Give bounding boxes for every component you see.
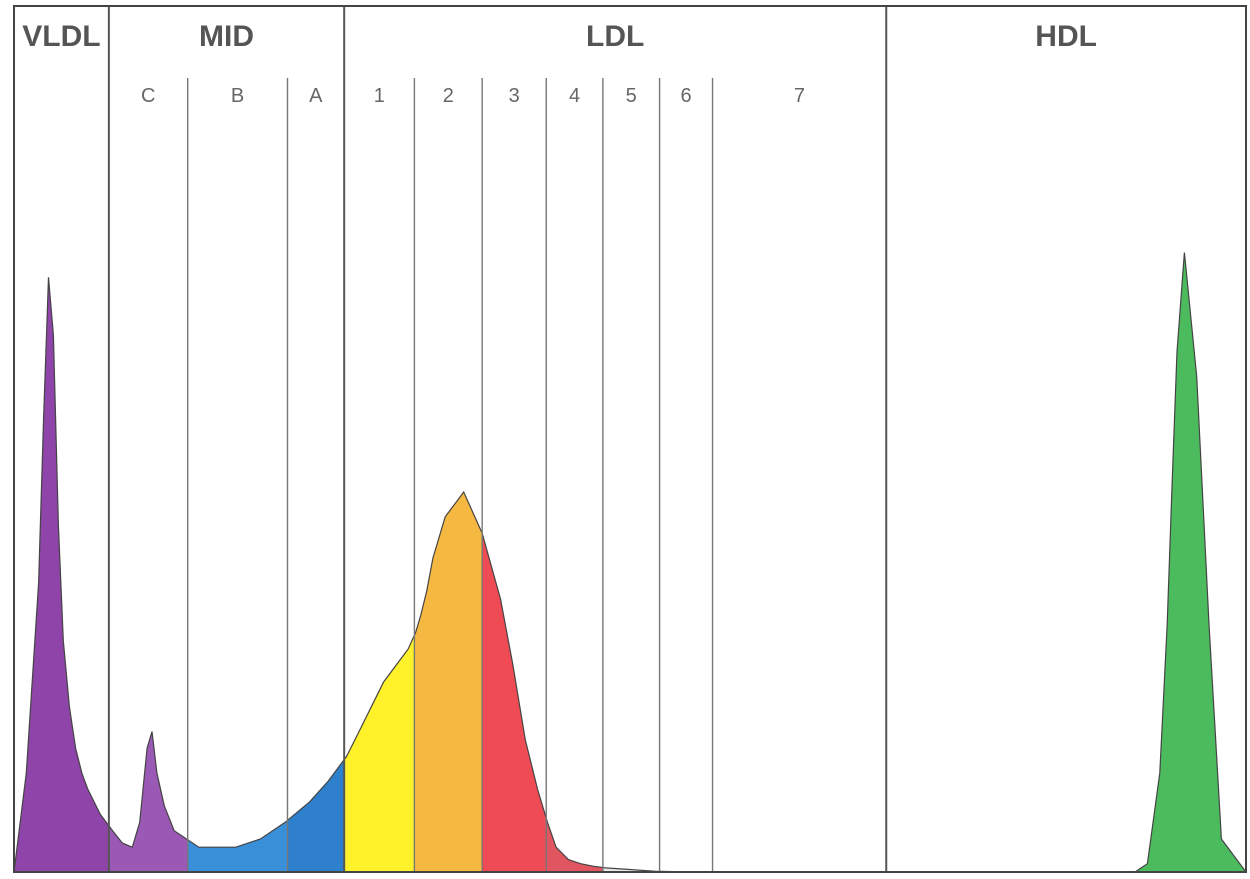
subfraction-label-mid-c: C xyxy=(141,85,155,107)
band-dividers xyxy=(107,6,888,872)
subfraction-label-ldl-4: 4 xyxy=(569,85,580,107)
group-label-mid: MID xyxy=(199,20,254,53)
band-labels: VLDL MID C B A LDL 1 2 3 4 5 6 7 HDL xyxy=(22,20,1097,107)
band-fill-ldl-6 xyxy=(659,871,713,872)
band-fill-ldl-3 xyxy=(482,533,547,872)
group-label-ldl: LDL xyxy=(586,20,644,53)
subfraction-label-ldl-6: 6 xyxy=(680,85,691,107)
subfraction-label-ldl-5: 5 xyxy=(626,85,637,107)
subfraction-label-mid-a: A xyxy=(309,85,323,107)
band-fill-mid-c xyxy=(108,731,188,872)
group-label-hdl: HDL xyxy=(1035,20,1097,53)
band-fill-ldl-7 xyxy=(14,253,1246,873)
profile-outline xyxy=(13,252,1247,873)
band-fill-mid-a xyxy=(287,759,345,872)
band-fill-ldl-2 xyxy=(414,492,483,872)
band-fill-ldl-1 xyxy=(344,635,415,872)
subfraction-label-ldl-7: 7 xyxy=(794,85,805,107)
band-fill-vldl xyxy=(14,277,109,872)
band-fill-mid-b xyxy=(187,820,288,872)
group-label-vldl: VLDL xyxy=(22,20,100,53)
band-fill-hdl xyxy=(886,252,1246,872)
plot-border xyxy=(13,5,1247,873)
plot-frame xyxy=(13,5,1247,873)
profile-line xyxy=(13,252,1247,873)
band-fills xyxy=(14,252,1246,873)
subfraction-label-ldl-3: 3 xyxy=(509,85,520,107)
subfraction-label-mid-b: B xyxy=(231,85,244,107)
band-fill-ldl-4 xyxy=(546,818,603,872)
band-fill-ldl-5 xyxy=(602,867,660,872)
subfraction-label-ldl-2: 2 xyxy=(443,85,454,107)
subfraction-label-ldl-1: 1 xyxy=(374,85,385,107)
